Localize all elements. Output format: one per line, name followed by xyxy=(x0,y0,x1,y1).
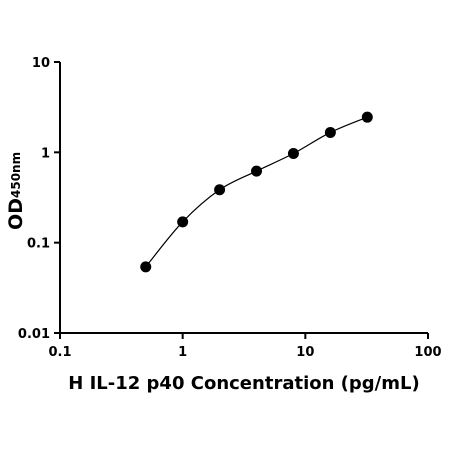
fit-curve xyxy=(145,116,368,268)
y-axis-label: OD xyxy=(5,198,27,230)
y-tick-label: 1 xyxy=(41,146,50,161)
data-point xyxy=(214,184,226,196)
data-point xyxy=(140,261,152,273)
y-tick-label: 10 xyxy=(32,56,50,71)
x-axis-label: H IL-12 p40 Concentration (pg/mL) xyxy=(68,373,419,394)
y-axis-label-subscript: 450nm xyxy=(9,152,23,198)
x-tick-label: 0.1 xyxy=(48,345,71,360)
data-point xyxy=(177,216,189,228)
y-tick-label: 0.1 xyxy=(27,237,50,252)
y-tick-label: 0.01 xyxy=(18,327,50,342)
data-point xyxy=(251,165,263,177)
data-point xyxy=(324,126,336,138)
data-point xyxy=(361,111,373,123)
x-tick-label: 100 xyxy=(414,345,441,360)
data-point xyxy=(287,148,299,160)
x-tick-label: 10 xyxy=(296,345,314,360)
x-tick-label: 1 xyxy=(178,345,187,360)
y-axis-label-group: OD 450nm xyxy=(5,152,27,230)
